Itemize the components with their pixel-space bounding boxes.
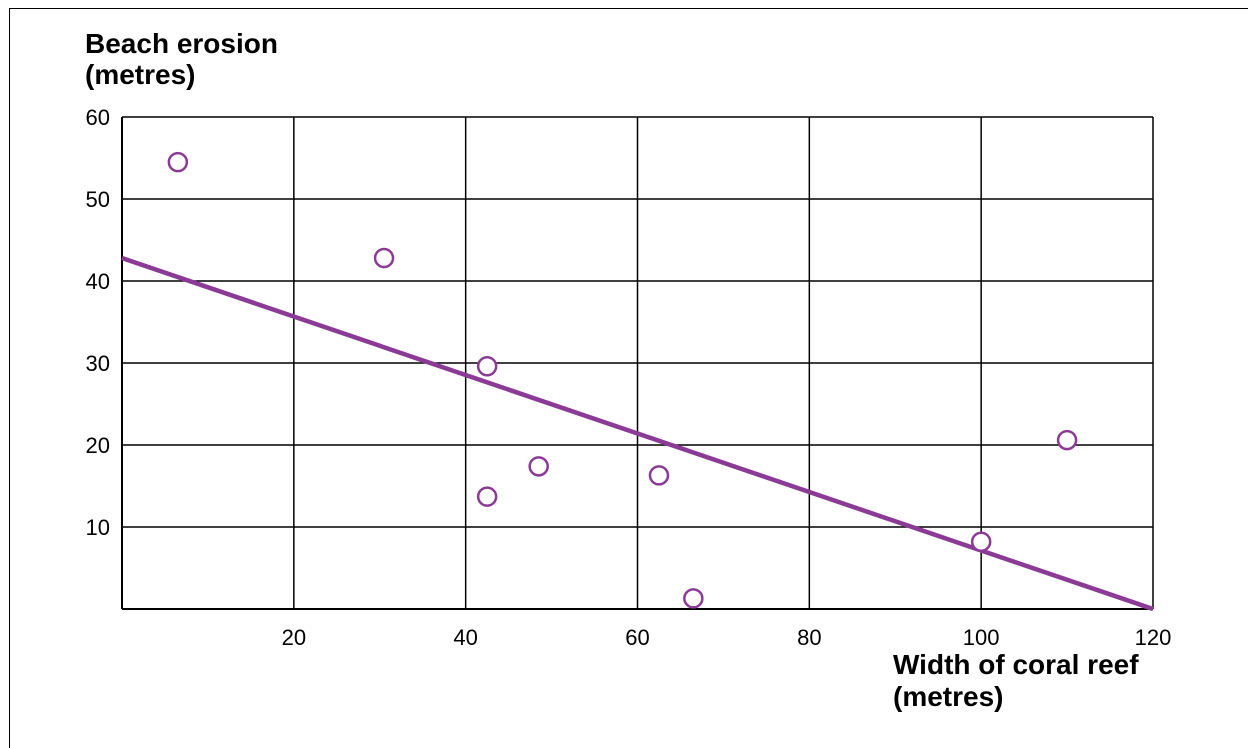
data-point (373, 247, 395, 269)
data-point (476, 486, 498, 507)
y-tick-label: 20 (86, 433, 110, 458)
data-point (167, 151, 189, 173)
y-tick-label: 30 (86, 351, 110, 376)
x-tick-label: 60 (625, 625, 649, 650)
data-point (476, 356, 498, 377)
y-tick-label: 50 (86, 187, 110, 212)
y-tick-labels: 10 20 30 40 50 60 (86, 105, 110, 540)
data-point (1056, 429, 1078, 451)
y-tick-label: 10 (86, 515, 110, 540)
x-tick-label: 100 (963, 625, 1000, 650)
y-axis-label-line-1: Beach erosion (85, 28, 278, 59)
y-tick-label: 60 (86, 105, 110, 130)
x-axis-label-line-1: Width of coral reef (893, 649, 1139, 680)
data-point (528, 456, 549, 477)
x-tick-label: 20 (282, 625, 306, 650)
data-points (167, 151, 1078, 609)
x-tick-label: 80 (797, 625, 821, 650)
figure-frame (9, 8, 1248, 748)
data-point (648, 465, 670, 486)
scatter-chart: 10 20 30 40 50 60 20 40 60 80 100 120 Beach erosio… (85, 28, 1172, 712)
y-tick-label: 40 (86, 269, 110, 294)
data-point (970, 531, 992, 553)
grid (121, 116, 1154, 610)
x-tick-labels: 20 40 60 80 100 120 (282, 625, 1172, 650)
x-tick-label: 120 (1135, 625, 1172, 650)
y-axis-label-line-2: (metres) (85, 59, 195, 90)
x-axis-label-line-2: (metres) (893, 681, 1003, 712)
data-point (683, 588, 704, 609)
x-tick-label: 40 (453, 625, 477, 650)
